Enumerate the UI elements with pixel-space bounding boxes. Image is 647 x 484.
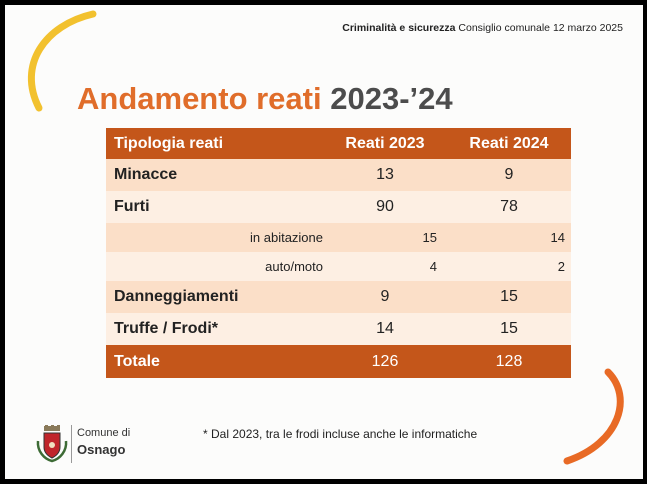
row-label: in abitazione [250, 230, 323, 245]
value-2023: 15 [422, 230, 437, 245]
crime-table: Tipologia reati Reati 2023 Reati 2024 Mi… [106, 128, 571, 378]
column-header-type: Tipologia reati [114, 134, 224, 152]
row-label: auto/moto [265, 259, 323, 274]
slide: Criminalità e sicurezza Consiglio comuna… [5, 5, 643, 479]
table-row: Minacce 13 9 [106, 159, 571, 191]
table-row: Danneggiamenti 9 15 [106, 281, 571, 313]
column-header-2023: Reati 2023 [345, 134, 425, 152]
header-meeting: Consiglio comunale 12 marzo 2025 [458, 22, 623, 34]
value-2024: 9 [504, 166, 514, 183]
yellow-arc [27, 10, 97, 112]
title-years: 2023-’24 [330, 81, 453, 116]
logo-divider [71, 425, 72, 463]
table-row: Furti 90 78 [106, 191, 571, 223]
decorative-arcs [27, 10, 624, 465]
value-2024: 14 [550, 230, 565, 245]
total-2023: 126 [371, 352, 399, 370]
table-row: Truffe / Frodi* 14 15 [106, 313, 571, 345]
value-2024: 15 [500, 288, 518, 305]
footnote: * Dal 2023, tra le frodi incluse anche l… [203, 427, 478, 441]
header-topic: Criminalità e sicurezza [342, 22, 456, 34]
row-label: Truffe / Frodi* [114, 320, 218, 337]
value-2023: 9 [380, 288, 390, 305]
slide-title: Andamento reati 2023-’24 [77, 81, 453, 117]
value-2023: 13 [376, 166, 394, 183]
column-header-2024: Reati 2024 [469, 134, 549, 152]
logo-name: Osnago [77, 442, 126, 457]
value-2023: 14 [376, 320, 394, 337]
value-2024: 15 [500, 320, 518, 337]
value-2024: 2 [557, 259, 565, 274]
value-2024: 78 [500, 198, 518, 215]
logo-caption: Comune di [77, 427, 131, 439]
table-subrow: auto/moto 4 2 [106, 252, 571, 281]
row-label: Danneggiamenti [114, 288, 239, 305]
table-total-row: Totale 126 128 [106, 345, 571, 378]
row-label: Minacce [114, 166, 178, 183]
municipality-logo: Comune di Osnago [35, 423, 145, 467]
table-subrow: in abitazione 15 14 [106, 223, 571, 252]
total-2024: 128 [495, 352, 523, 370]
total-label: Totale [114, 352, 160, 370]
title-main: Andamento reati [77, 81, 322, 116]
coat-of-arms-icon [36, 425, 68, 463]
orange-arc [563, 368, 624, 465]
value-2023: 4 [429, 259, 437, 274]
slide-header: Criminalità e sicurezza Consiglio comuna… [342, 22, 623, 34]
value-2023: 90 [376, 198, 394, 215]
row-label: Furti [114, 198, 150, 215]
table-header-row: Tipologia reati Reati 2023 Reati 2024 [106, 128, 571, 159]
